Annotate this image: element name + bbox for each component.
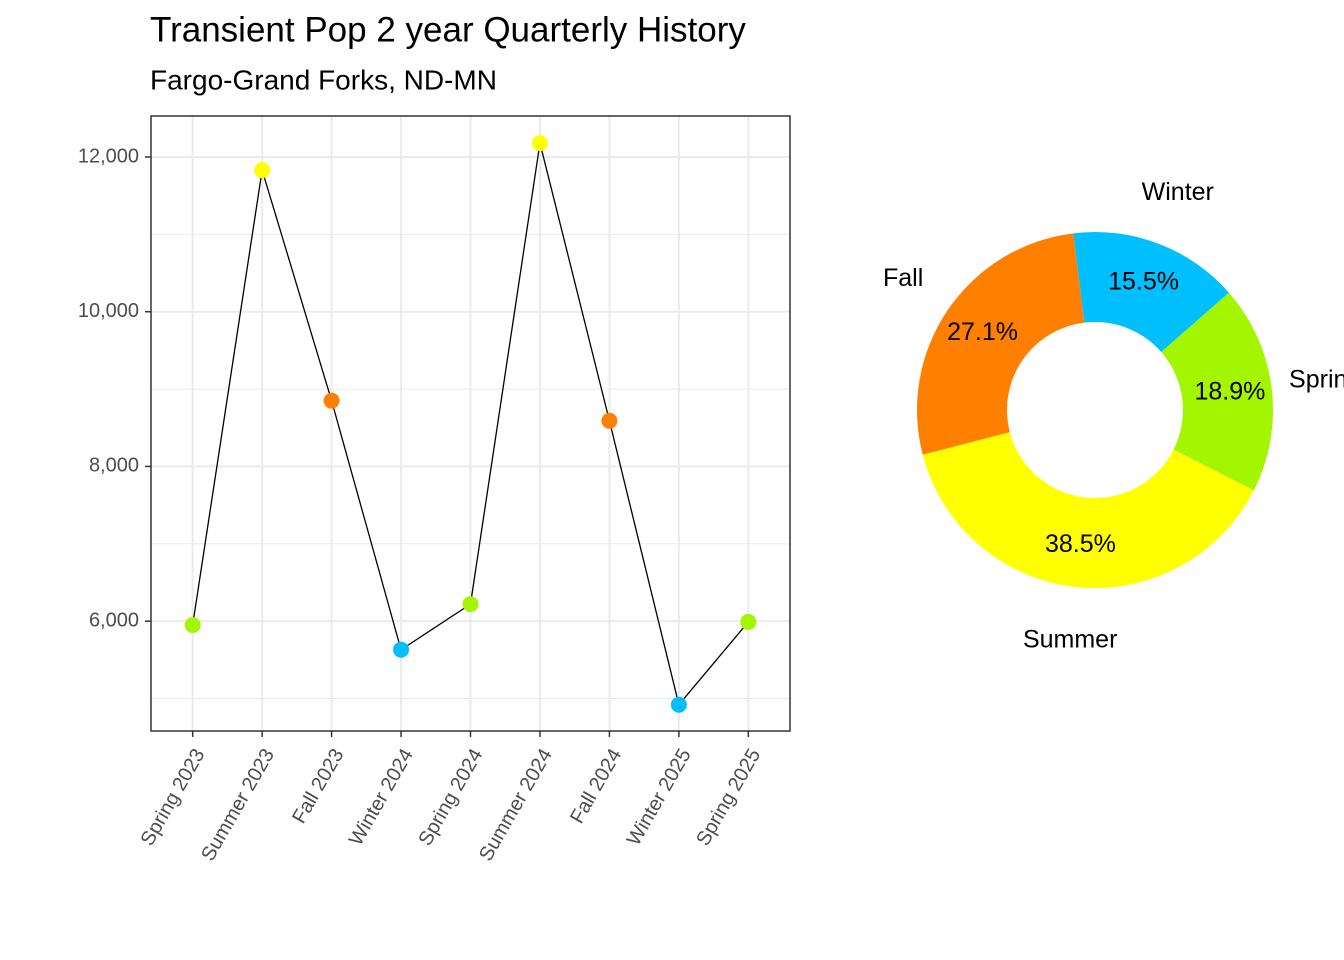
point xyxy=(254,162,271,179)
point xyxy=(531,135,548,152)
donut-slice xyxy=(1073,232,1229,353)
y-tick-label: 10,000 xyxy=(78,300,139,322)
chart-title: Transient Pop 2 year Quarterly History xyxy=(150,10,746,49)
point xyxy=(740,613,757,630)
plot-border xyxy=(150,115,791,732)
point xyxy=(601,412,618,429)
value-label: 15.5% xyxy=(1108,268,1179,296)
donut-slice xyxy=(917,233,1085,455)
value-label: 38.5% xyxy=(1045,530,1116,558)
point xyxy=(323,392,340,409)
category-label: Spring xyxy=(1289,366,1344,394)
point xyxy=(393,641,410,658)
chart-subtitle: Fargo-Grand Forks, ND-MN xyxy=(150,64,497,95)
donut-slice xyxy=(922,432,1254,588)
category-label: Summer xyxy=(1023,625,1117,653)
donut-slice xyxy=(1161,292,1273,491)
y-tick-label: 12,000 xyxy=(78,145,139,167)
category-label: Fall xyxy=(883,264,923,292)
value-label: 18.9% xyxy=(1194,378,1265,406)
y-tick-label: 8,000 xyxy=(89,455,139,477)
value-label: 27.1% xyxy=(947,318,1018,346)
point xyxy=(462,596,479,613)
y-tick-label: 6,000 xyxy=(89,609,139,631)
point xyxy=(184,617,201,634)
category-label: Winter xyxy=(1142,178,1214,206)
point xyxy=(670,696,687,713)
